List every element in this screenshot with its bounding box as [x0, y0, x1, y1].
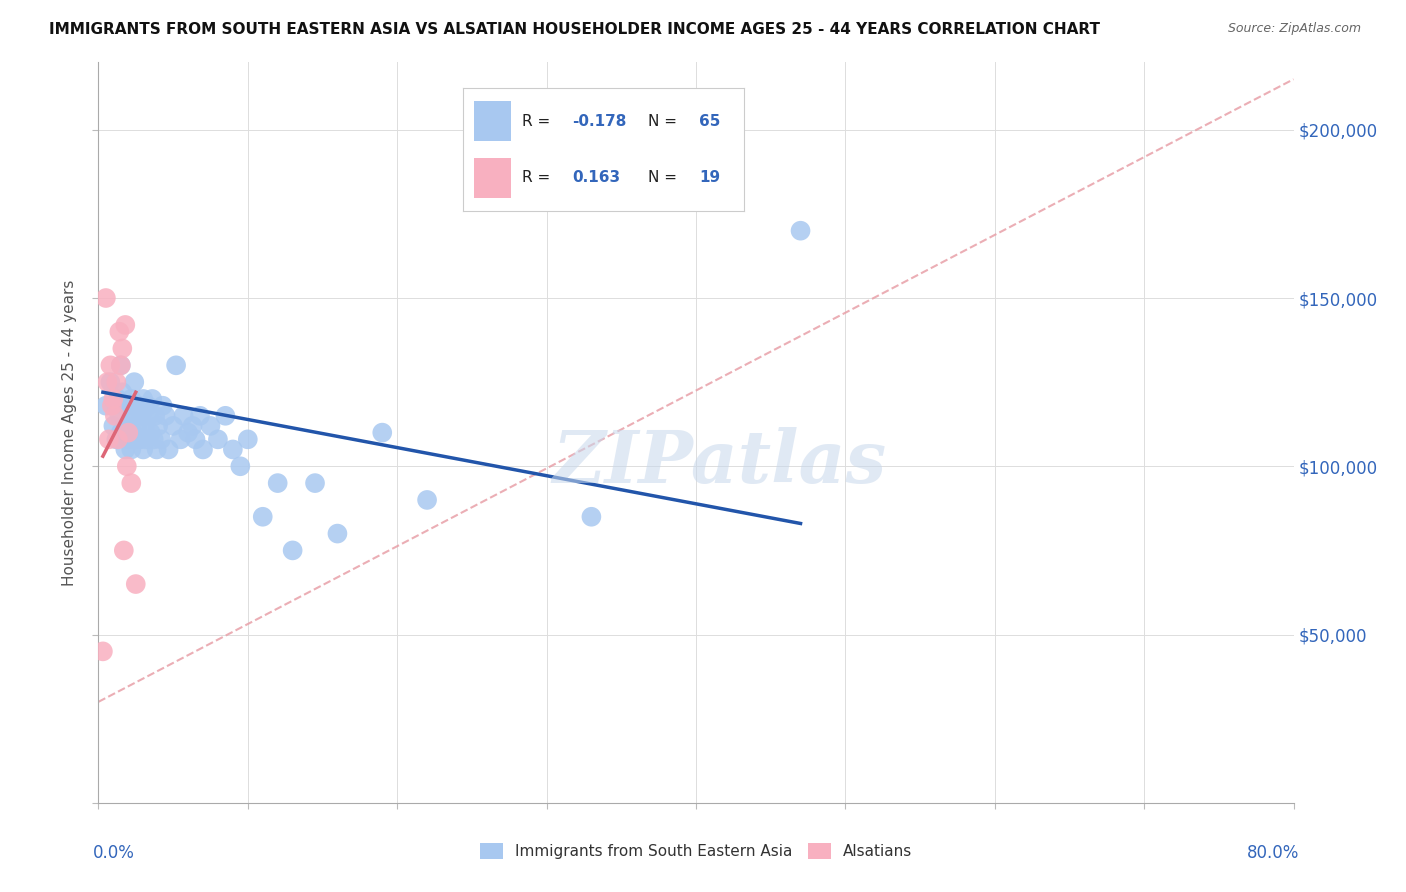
- Point: [115, 459, 138, 474]
- Point: [789, 224, 811, 238]
- Text: ZIPatlas: ZIPatlas: [553, 426, 887, 498]
- Point: [112, 543, 135, 558]
- Point: [252, 509, 274, 524]
- Point: [135, 433, 157, 447]
- Point: [125, 577, 148, 591]
- Legend: Immigrants from South Eastern Asia, Alsatians: Immigrants from South Eastern Asia, Alsa…: [474, 838, 918, 865]
- Point: [229, 459, 252, 474]
- Point: [117, 433, 139, 447]
- Point: [132, 442, 155, 457]
- Point: [145, 442, 167, 457]
- Point: [214, 409, 236, 423]
- Point: [108, 409, 131, 423]
- Point: [207, 433, 229, 447]
- Point: [177, 425, 200, 440]
- Point: [110, 425, 132, 440]
- Text: 80.0%: 80.0%: [1247, 844, 1299, 862]
- Point: [150, 433, 173, 447]
- Point: [112, 399, 135, 413]
- Point: [115, 418, 138, 433]
- Point: [107, 392, 129, 406]
- Y-axis label: Householder Income Ages 25 - 44 years: Householder Income Ages 25 - 44 years: [62, 279, 77, 586]
- Point: [125, 409, 148, 423]
- Point: [121, 425, 143, 440]
- Point: [118, 409, 141, 423]
- Text: 0.0%: 0.0%: [93, 844, 135, 862]
- Point: [134, 418, 156, 433]
- Point: [114, 318, 136, 332]
- Point: [127, 418, 149, 433]
- Point: [326, 526, 349, 541]
- Point: [136, 399, 159, 413]
- Point: [110, 359, 132, 373]
- Point: [152, 399, 174, 413]
- Point: [184, 433, 207, 447]
- Point: [117, 399, 139, 413]
- Point: [128, 399, 150, 413]
- Point: [124, 375, 146, 389]
- Point: [132, 392, 155, 406]
- Point: [98, 359, 122, 373]
- Point: [107, 433, 129, 447]
- Point: [120, 476, 142, 491]
- Point: [236, 433, 259, 447]
- Point: [173, 409, 195, 423]
- Point: [281, 543, 304, 558]
- Point: [96, 375, 118, 389]
- Point: [143, 409, 166, 423]
- Point: [101, 399, 124, 413]
- Point: [157, 442, 180, 457]
- Point: [181, 418, 204, 433]
- Point: [108, 325, 131, 339]
- Point: [98, 375, 122, 389]
- Point: [129, 433, 152, 447]
- Point: [97, 433, 120, 447]
- Point: [148, 418, 170, 433]
- Point: [105, 433, 128, 447]
- Text: Source: ZipAtlas.com: Source: ZipAtlas.com: [1227, 22, 1361, 36]
- Point: [103, 418, 125, 433]
- Point: [371, 425, 394, 440]
- Point: [103, 392, 125, 406]
- Point: [139, 425, 162, 440]
- Point: [111, 342, 134, 356]
- Point: [131, 409, 153, 423]
- Point: [91, 644, 114, 658]
- Point: [304, 476, 326, 491]
- Point: [169, 433, 191, 447]
- Point: [142, 433, 165, 447]
- Point: [110, 359, 132, 373]
- Point: [105, 375, 128, 389]
- Point: [120, 442, 142, 457]
- Point: [162, 418, 184, 433]
- Point: [125, 433, 148, 447]
- Point: [155, 409, 177, 423]
- Point: [416, 492, 439, 507]
- Point: [200, 418, 222, 433]
- Point: [114, 442, 136, 457]
- Point: [141, 392, 163, 406]
- Point: [104, 409, 127, 423]
- Point: [94, 291, 117, 305]
- Point: [138, 409, 160, 423]
- Point: [111, 385, 134, 400]
- Point: [191, 442, 214, 457]
- Point: [581, 509, 603, 524]
- Point: [222, 442, 245, 457]
- Point: [120, 392, 142, 406]
- Point: [165, 359, 187, 373]
- Point: [188, 409, 211, 423]
- Point: [117, 425, 139, 440]
- Point: [94, 399, 117, 413]
- Point: [267, 476, 290, 491]
- Text: IMMIGRANTS FROM SOUTH EASTERN ASIA VS ALSATIAN HOUSEHOLDER INCOME AGES 25 - 44 Y: IMMIGRANTS FROM SOUTH EASTERN ASIA VS AL…: [49, 22, 1101, 37]
